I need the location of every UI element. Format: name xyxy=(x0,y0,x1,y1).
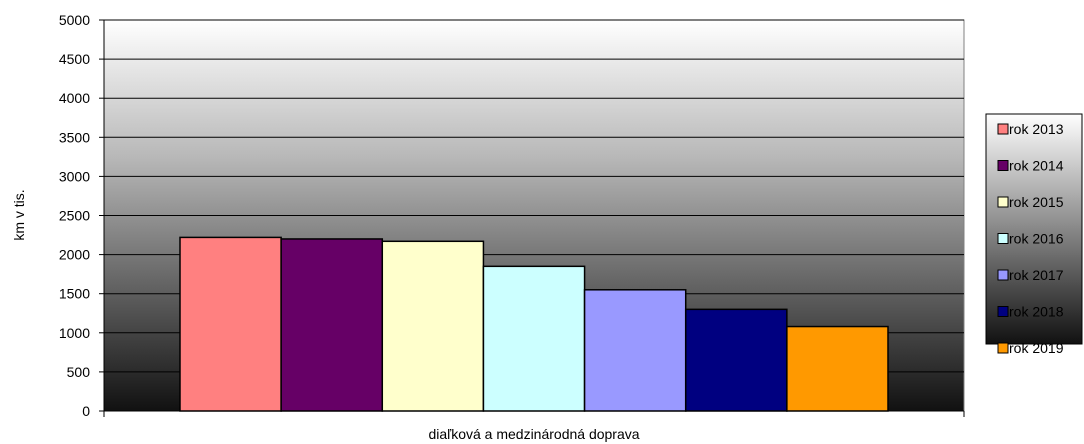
bar-rok-2016 xyxy=(482,265,586,412)
legend-label: rok 2019 xyxy=(1009,340,1064,356)
legend-label: rok 2018 xyxy=(1009,304,1064,320)
legend-swatch xyxy=(997,160,1009,171)
bar-rok-2017 xyxy=(583,289,687,412)
y-tick-label: 1000 xyxy=(59,325,90,341)
bar-rok-2014 xyxy=(280,238,384,412)
legend-swatch xyxy=(997,196,1009,208)
bar-rok-2018 xyxy=(684,308,788,412)
y-axis-label: km v tis. xyxy=(11,189,27,240)
bar-rok-2019 xyxy=(786,325,889,412)
legend-swatch xyxy=(997,123,1009,135)
y-tick-label: 5000 xyxy=(59,12,90,28)
bar-rok-2013 xyxy=(179,236,282,412)
y-tick-label: 500 xyxy=(67,364,91,380)
legend-swatch xyxy=(997,269,1009,281)
y-tick-label: 4500 xyxy=(59,51,90,67)
y-tick-label: 3000 xyxy=(59,168,90,184)
y-tick-label: 1500 xyxy=(59,286,90,302)
y-axis-ticks: 0 500 1000 1500 2000 2500 3000 3500 4000 4500 5000 xyxy=(59,12,965,419)
bar-rok-2015 xyxy=(381,240,485,412)
legend-label: rok 2014 xyxy=(1009,158,1064,174)
legend: rok 2013 rok 2014 rok 2015 rok 2016 rok 2017… xyxy=(997,121,1064,356)
legend-label: rok 2013 xyxy=(1009,121,1064,137)
y-tick-label: 4000 xyxy=(59,90,90,106)
legend-swatch xyxy=(997,233,1009,244)
legend-swatch xyxy=(997,306,1009,317)
x-category-label: diaľková a medzinárodná doprava xyxy=(428,426,639,442)
legend-box xyxy=(985,113,1083,345)
legend-label: rok 2015 xyxy=(1009,194,1064,210)
y-tick-label: 2000 xyxy=(59,247,90,263)
y-tick-label: 2500 xyxy=(59,208,90,224)
legend-label: rok 2017 xyxy=(1009,267,1064,283)
y-tick-label: 3500 xyxy=(59,129,90,145)
y-tick-label: 0 xyxy=(82,403,90,419)
legend-swatch xyxy=(997,342,1009,354)
legend-label: rok 2016 xyxy=(1009,231,1064,247)
